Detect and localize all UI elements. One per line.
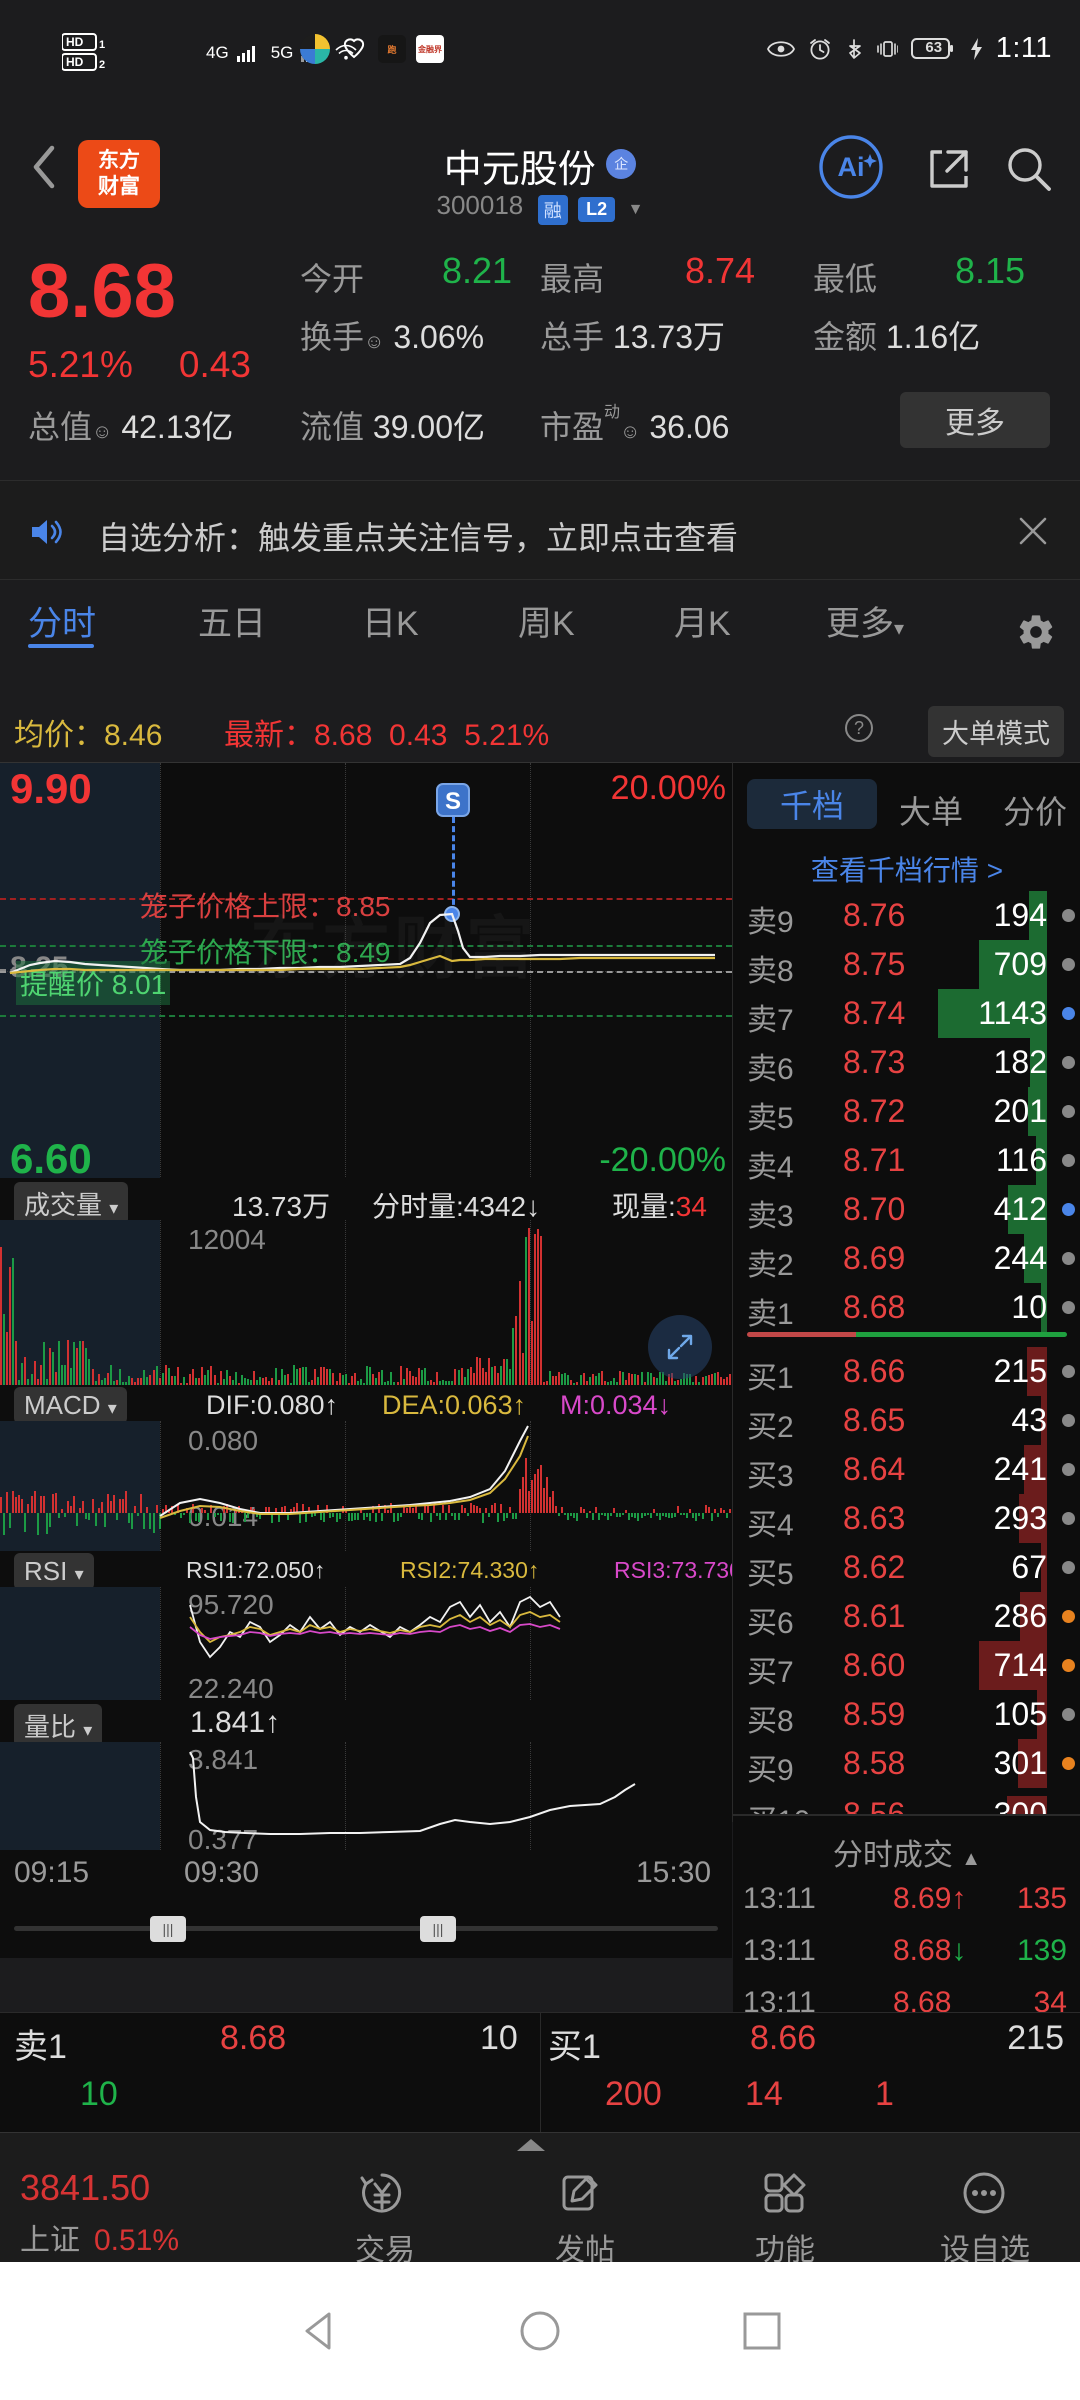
svg-text:HD: HD bbox=[66, 55, 84, 69]
svg-text:1: 1 bbox=[99, 39, 105, 51]
svg-text:HD: HD bbox=[66, 35, 84, 49]
svg-text:?: ? bbox=[854, 718, 864, 738]
svg-text:Ai: Ai bbox=[838, 152, 865, 182]
svg-text:2: 2 bbox=[99, 59, 105, 71]
